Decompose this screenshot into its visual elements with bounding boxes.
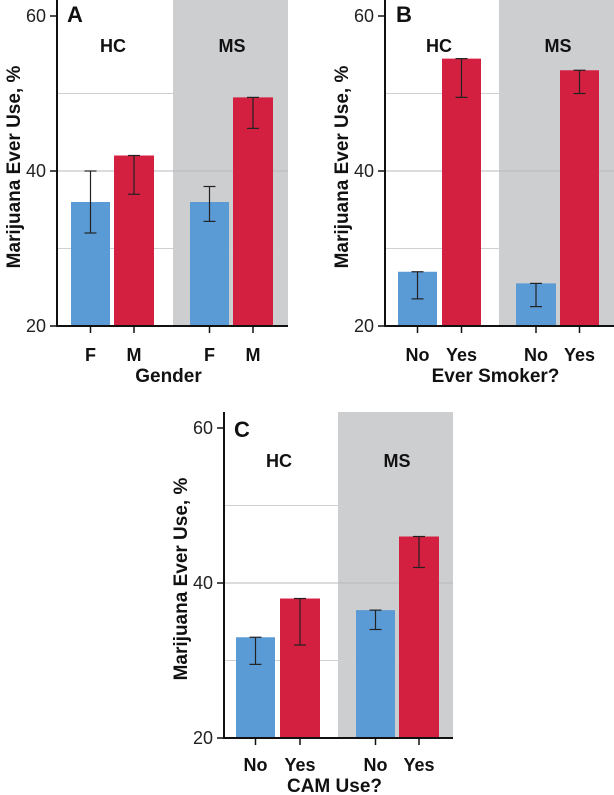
x-tick-label: Yes bbox=[564, 345, 595, 365]
panel-letter: A bbox=[67, 2, 83, 27]
group-label-hc: HC bbox=[266, 451, 292, 471]
y-tick-label: 40 bbox=[354, 161, 374, 181]
y-tick-label: 40 bbox=[26, 161, 46, 181]
panel-a: F M F M 20 40 60 A HC MS Gender Marijuana Ever Use,… bbox=[4, 0, 288, 387]
x-axis-label: Gender bbox=[135, 366, 202, 387]
x-tick-label: No bbox=[524, 345, 548, 365]
panel-c: No Yes No Yes 20 40 60 C HC MS CAM Use? Marijuana E… bbox=[171, 412, 453, 795]
x-tick-label: M bbox=[127, 345, 142, 365]
y-tick-label: 60 bbox=[193, 418, 213, 438]
x-tick-label: Yes bbox=[284, 755, 315, 775]
x-tick-label: No bbox=[244, 755, 268, 775]
y-axis-label: Marijuana Ever Use, % bbox=[332, 66, 353, 269]
x-axis-label: Ever Smoker? bbox=[432, 366, 560, 387]
panel-letter: B bbox=[396, 2, 412, 27]
y-tick-label: 60 bbox=[26, 6, 46, 26]
y-axis-label: Marijuana Ever Use, % bbox=[171, 478, 192, 681]
group-label-hc: HC bbox=[426, 36, 452, 56]
bar-ms-no bbox=[356, 610, 395, 738]
x-tick-label: Yes bbox=[446, 345, 477, 365]
x-tick-label: F bbox=[204, 345, 215, 365]
bar-ms-yes bbox=[560, 70, 599, 326]
y-tick-label: 20 bbox=[354, 316, 374, 336]
group-label-hc: HC bbox=[100, 36, 126, 56]
group-label-ms: MS bbox=[384, 451, 411, 471]
y-tick-label: 60 bbox=[354, 6, 374, 26]
panel-b: No Yes No Yes 20 40 60 B HC MS Ever Smoker? Marijua… bbox=[332, 0, 614, 387]
bar-ms-yes bbox=[399, 536, 439, 738]
x-tick-label: No bbox=[406, 345, 430, 365]
x-axis-label: CAM Use? bbox=[287, 776, 382, 795]
y-tick-label: 40 bbox=[193, 573, 213, 593]
group-label-ms: MS bbox=[545, 36, 572, 56]
panel-letter: C bbox=[234, 417, 250, 442]
x-tick-label: Yes bbox=[403, 755, 434, 775]
y-tick-label: 20 bbox=[26, 316, 46, 336]
x-tick-label: M bbox=[246, 345, 261, 365]
x-tick-label: No bbox=[364, 755, 388, 775]
y-tick-label: 20 bbox=[193, 728, 213, 748]
bar-ms-m bbox=[233, 97, 273, 326]
bar-hc-yes bbox=[442, 58, 481, 326]
group-label-ms: MS bbox=[219, 36, 246, 56]
bar-ms-f bbox=[190, 202, 229, 326]
y-axis-label: Marijuana Ever Use, % bbox=[4, 66, 25, 269]
x-tick-label: F bbox=[85, 345, 96, 365]
